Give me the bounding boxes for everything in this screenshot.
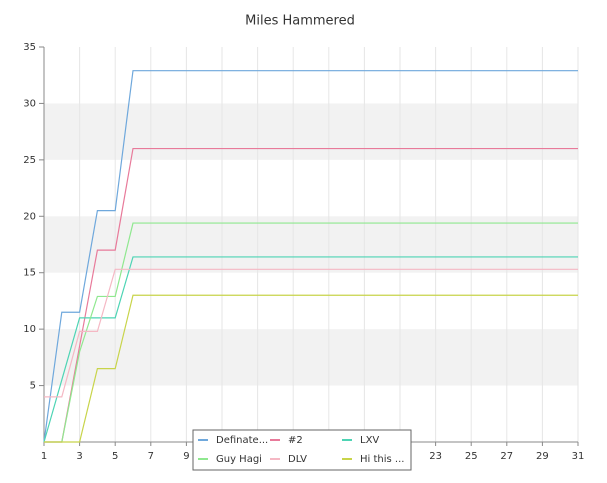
y-tick-label: 35 bbox=[23, 42, 36, 53]
x-tick-label: 5 bbox=[112, 451, 118, 462]
legend-label: LXV bbox=[360, 435, 379, 446]
legend-label: Definate... bbox=[216, 435, 268, 446]
series-line bbox=[44, 222, 578, 443]
series-line bbox=[44, 147, 578, 443]
x-tick-label: 3 bbox=[76, 451, 82, 462]
legend: Definate... #2 LXV Guy Hagi DLV Hi this ... bbox=[192, 429, 412, 471]
chart-title: Miles Hammered bbox=[245, 14, 355, 29]
band bbox=[44, 103, 578, 160]
x-tick-label: 1 bbox=[41, 451, 47, 462]
y-tick-label: 5 bbox=[30, 381, 36, 392]
x-tick-label: 25 bbox=[465, 451, 478, 462]
band bbox=[44, 329, 578, 386]
series-line bbox=[43, 256, 578, 443]
y-tick-label: 10 bbox=[23, 324, 36, 335]
y-tick-label: 25 bbox=[23, 155, 36, 166]
x-tick-label: 27 bbox=[500, 451, 513, 462]
x-tick-label: 9 bbox=[183, 451, 189, 462]
x-tick-label: 29 bbox=[536, 451, 549, 462]
y-tick-label: 30 bbox=[23, 98, 36, 109]
x-tick-label: 7 bbox=[148, 451, 154, 462]
series-line bbox=[43, 70, 578, 443]
x-tick-label: 23 bbox=[429, 451, 442, 462]
legend-box bbox=[192, 429, 412, 471]
series-line bbox=[44, 294, 578, 443]
legend-label: Hi this ... bbox=[360, 454, 404, 465]
legend-label: #2 bbox=[288, 435, 303, 446]
series-line bbox=[44, 268, 578, 398]
y-tick-label: 20 bbox=[23, 211, 36, 222]
x-tick-label: 31 bbox=[572, 451, 585, 462]
legend-label: Guy Hagi bbox=[216, 454, 262, 465]
y-tick-label: 15 bbox=[23, 268, 36, 279]
legend-label: DLV bbox=[288, 454, 307, 465]
band bbox=[44, 216, 578, 273]
